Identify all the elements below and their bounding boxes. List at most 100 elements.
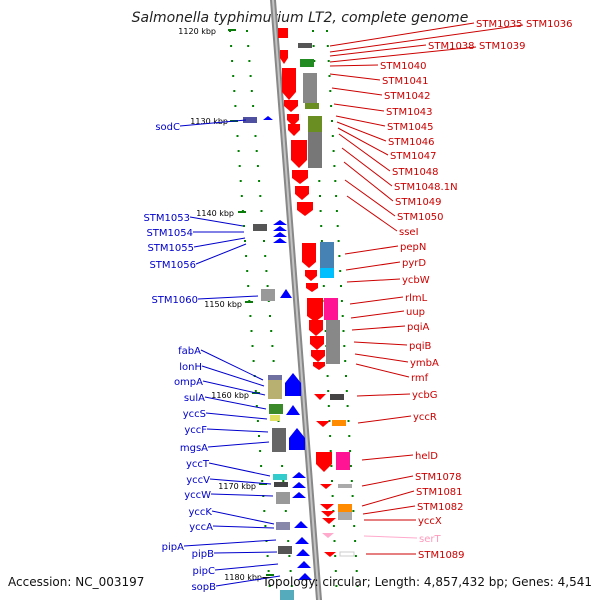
gene-label-STM1053[interactable]: STM1053 <box>143 213 244 227</box>
svg-text:pepN: pepN <box>400 242 426 253</box>
svg-text:uup: uup <box>406 307 425 318</box>
gene-label-sopB[interactable]: sopB <box>191 575 281 593</box>
guide-dot <box>231 60 234 62</box>
gene-label-STM1082[interactable]: STM1082 <box>362 502 464 515</box>
gene-label-rmf[interactable]: rmf <box>355 363 429 384</box>
svg-text:yccT: yccT <box>186 459 210 470</box>
genome-title: Salmonella typhimurium LT2, complete gen… <box>132 10 469 26</box>
gene-label-STM1048.1N[interactable]: STM1048.1N <box>341 147 458 193</box>
gene-label-lonH[interactable]: lonH <box>179 362 265 387</box>
gene-label-STM1046[interactable]: STM1046 <box>336 121 435 148</box>
gene-label-pqiA[interactable]: pqiA <box>351 322 429 333</box>
gene-label-yccA[interactable]: yccA <box>189 522 275 533</box>
gene-label-ycbG[interactable]: ycbG <box>356 390 438 401</box>
guide-dot <box>330 465 333 467</box>
gene-label-ompA[interactable]: ompA <box>174 377 266 396</box>
guide-dot <box>327 405 330 407</box>
kbp-tick: 1150 kbp <box>204 300 253 309</box>
gene-label-STM1050[interactable]: STM1050 <box>344 179 444 223</box>
svg-text:STM1049: STM1049 <box>395 197 442 208</box>
gene-label-STM1038[interactable]: STM1038 <box>329 41 475 57</box>
gene-label-STM1056[interactable]: STM1056 <box>149 243 247 271</box>
gene-label-yccW[interactable]: yccW <box>184 490 274 501</box>
gene-label-pepN[interactable]: pepN <box>344 242 426 255</box>
guide-dot <box>327 390 330 392</box>
svg-text:STM1089: STM1089 <box>418 550 465 561</box>
gene-label-pyrD[interactable]: pyrD <box>345 258 426 271</box>
svg-text:STM1035: STM1035 <box>476 19 523 30</box>
guide-dot <box>288 555 291 557</box>
guide-dot <box>341 315 344 317</box>
gene-label-uup[interactable]: uup <box>350 307 425 319</box>
guide-dot <box>245 255 248 257</box>
guide-dot <box>354 540 357 542</box>
gene-label-STM1039[interactable]: STM1039 <box>329 41 526 63</box>
guide-dot <box>256 420 259 422</box>
guide-dot <box>246 270 249 272</box>
guide-dot <box>270 330 273 332</box>
guide-dot <box>251 345 254 347</box>
gene-label-STM1089[interactable]: STM1089 <box>366 550 465 561</box>
svg-text:yccW: yccW <box>184 490 211 501</box>
gene-label-STM1042[interactable]: STM1042 <box>331 87 431 102</box>
gene-label-yccR[interactable]: yccR <box>357 412 437 424</box>
gene-label-STM1047[interactable]: STM1047 <box>337 127 437 162</box>
gene-label-STM1078[interactable]: STM1078 <box>361 472 462 487</box>
gene-label-STM1035[interactable]: STM1035 <box>329 19 523 47</box>
guide-dot <box>331 480 333 482</box>
gene-label-STM1049[interactable]: STM1049 <box>343 161 442 208</box>
gene-label-yccX[interactable]: yccX <box>364 516 442 527</box>
svg-text:pipA: pipA <box>162 542 184 553</box>
gene-label-pipA[interactable]: pipA <box>162 539 277 553</box>
gene-label-STM1054[interactable]: STM1054 <box>146 228 244 239</box>
gene-label-pipC[interactable]: pipC <box>193 563 279 577</box>
guide-dot <box>266 555 269 557</box>
gene-label-STM1055[interactable]: STM1055 <box>147 237 246 254</box>
gene-label-STM1060[interactable]: STM1060 <box>151 295 259 306</box>
gene-label-STM1081[interactable]: STM1081 <box>361 487 463 507</box>
gene-label-sulA[interactable]: sulA <box>184 393 267 410</box>
guide-dot <box>337 240 340 242</box>
gene-label-pqiB[interactable]: pqiB <box>353 341 431 352</box>
gene-label-STM1036[interactable]: STM1036 <box>329 19 573 53</box>
svg-text:sseI: sseI <box>399 227 419 238</box>
svg-text:pipC: pipC <box>193 566 215 577</box>
svg-text:ompA: ompA <box>174 377 203 388</box>
gene-label-helD[interactable]: helD <box>361 451 438 462</box>
gene-label-ymbA[interactable]: ymbA <box>354 353 439 369</box>
svg-text:STM1046: STM1046 <box>388 137 435 148</box>
gene-label-STM1040[interactable]: STM1040 <box>329 61 427 72</box>
guide-dot <box>346 405 349 407</box>
gene-label-pipB[interactable]: pipB <box>192 549 278 560</box>
gene-label-sodC[interactable]: sodC <box>155 119 247 133</box>
gene-label-mgsA[interactable]: mgsA <box>180 441 270 454</box>
guide-dot <box>236 135 239 137</box>
guide-dot <box>282 480 285 482</box>
gene-label-sseI[interactable]: sseI <box>346 195 419 238</box>
gene-label-yccF[interactable]: yccF <box>184 425 269 436</box>
svg-text:1130 kbp: 1130 kbp <box>190 117 228 126</box>
gene-label-yccK[interactable]: yccK <box>189 507 275 525</box>
gene-label-yccT[interactable]: yccT <box>186 459 271 477</box>
gene-label-serT[interactable]: serT <box>363 534 441 545</box>
gene-label-STM1048[interactable]: STM1048 <box>338 133 439 178</box>
gene-label-STM1045[interactable]: STM1045 <box>335 115 434 133</box>
gene-label-STM1041[interactable]: STM1041 <box>329 73 429 87</box>
gene-label-ycbW[interactable]: ycbW <box>346 275 430 286</box>
svg-text:yccK: yccK <box>189 507 213 518</box>
gene-label-fabA[interactable]: fabA <box>178 346 264 381</box>
guide-dot <box>332 525 335 527</box>
gene-label-STM1043[interactable]: STM1043 <box>333 103 433 118</box>
gene-label-yccV[interactable]: yccV <box>186 475 272 486</box>
guide-dot <box>254 390 257 392</box>
guide-dot <box>338 255 341 257</box>
gene-label-yccS[interactable]: yccS <box>183 409 268 420</box>
guide-dot <box>255 150 258 152</box>
svg-text:1160 kbp: 1160 kbp <box>211 391 249 400</box>
gene-label-rlmL[interactable]: rlmL <box>349 293 428 305</box>
guide-dot <box>329 90 332 92</box>
guide-dot <box>334 570 337 572</box>
guide-dot <box>290 585 293 587</box>
guide-dot <box>319 210 322 212</box>
